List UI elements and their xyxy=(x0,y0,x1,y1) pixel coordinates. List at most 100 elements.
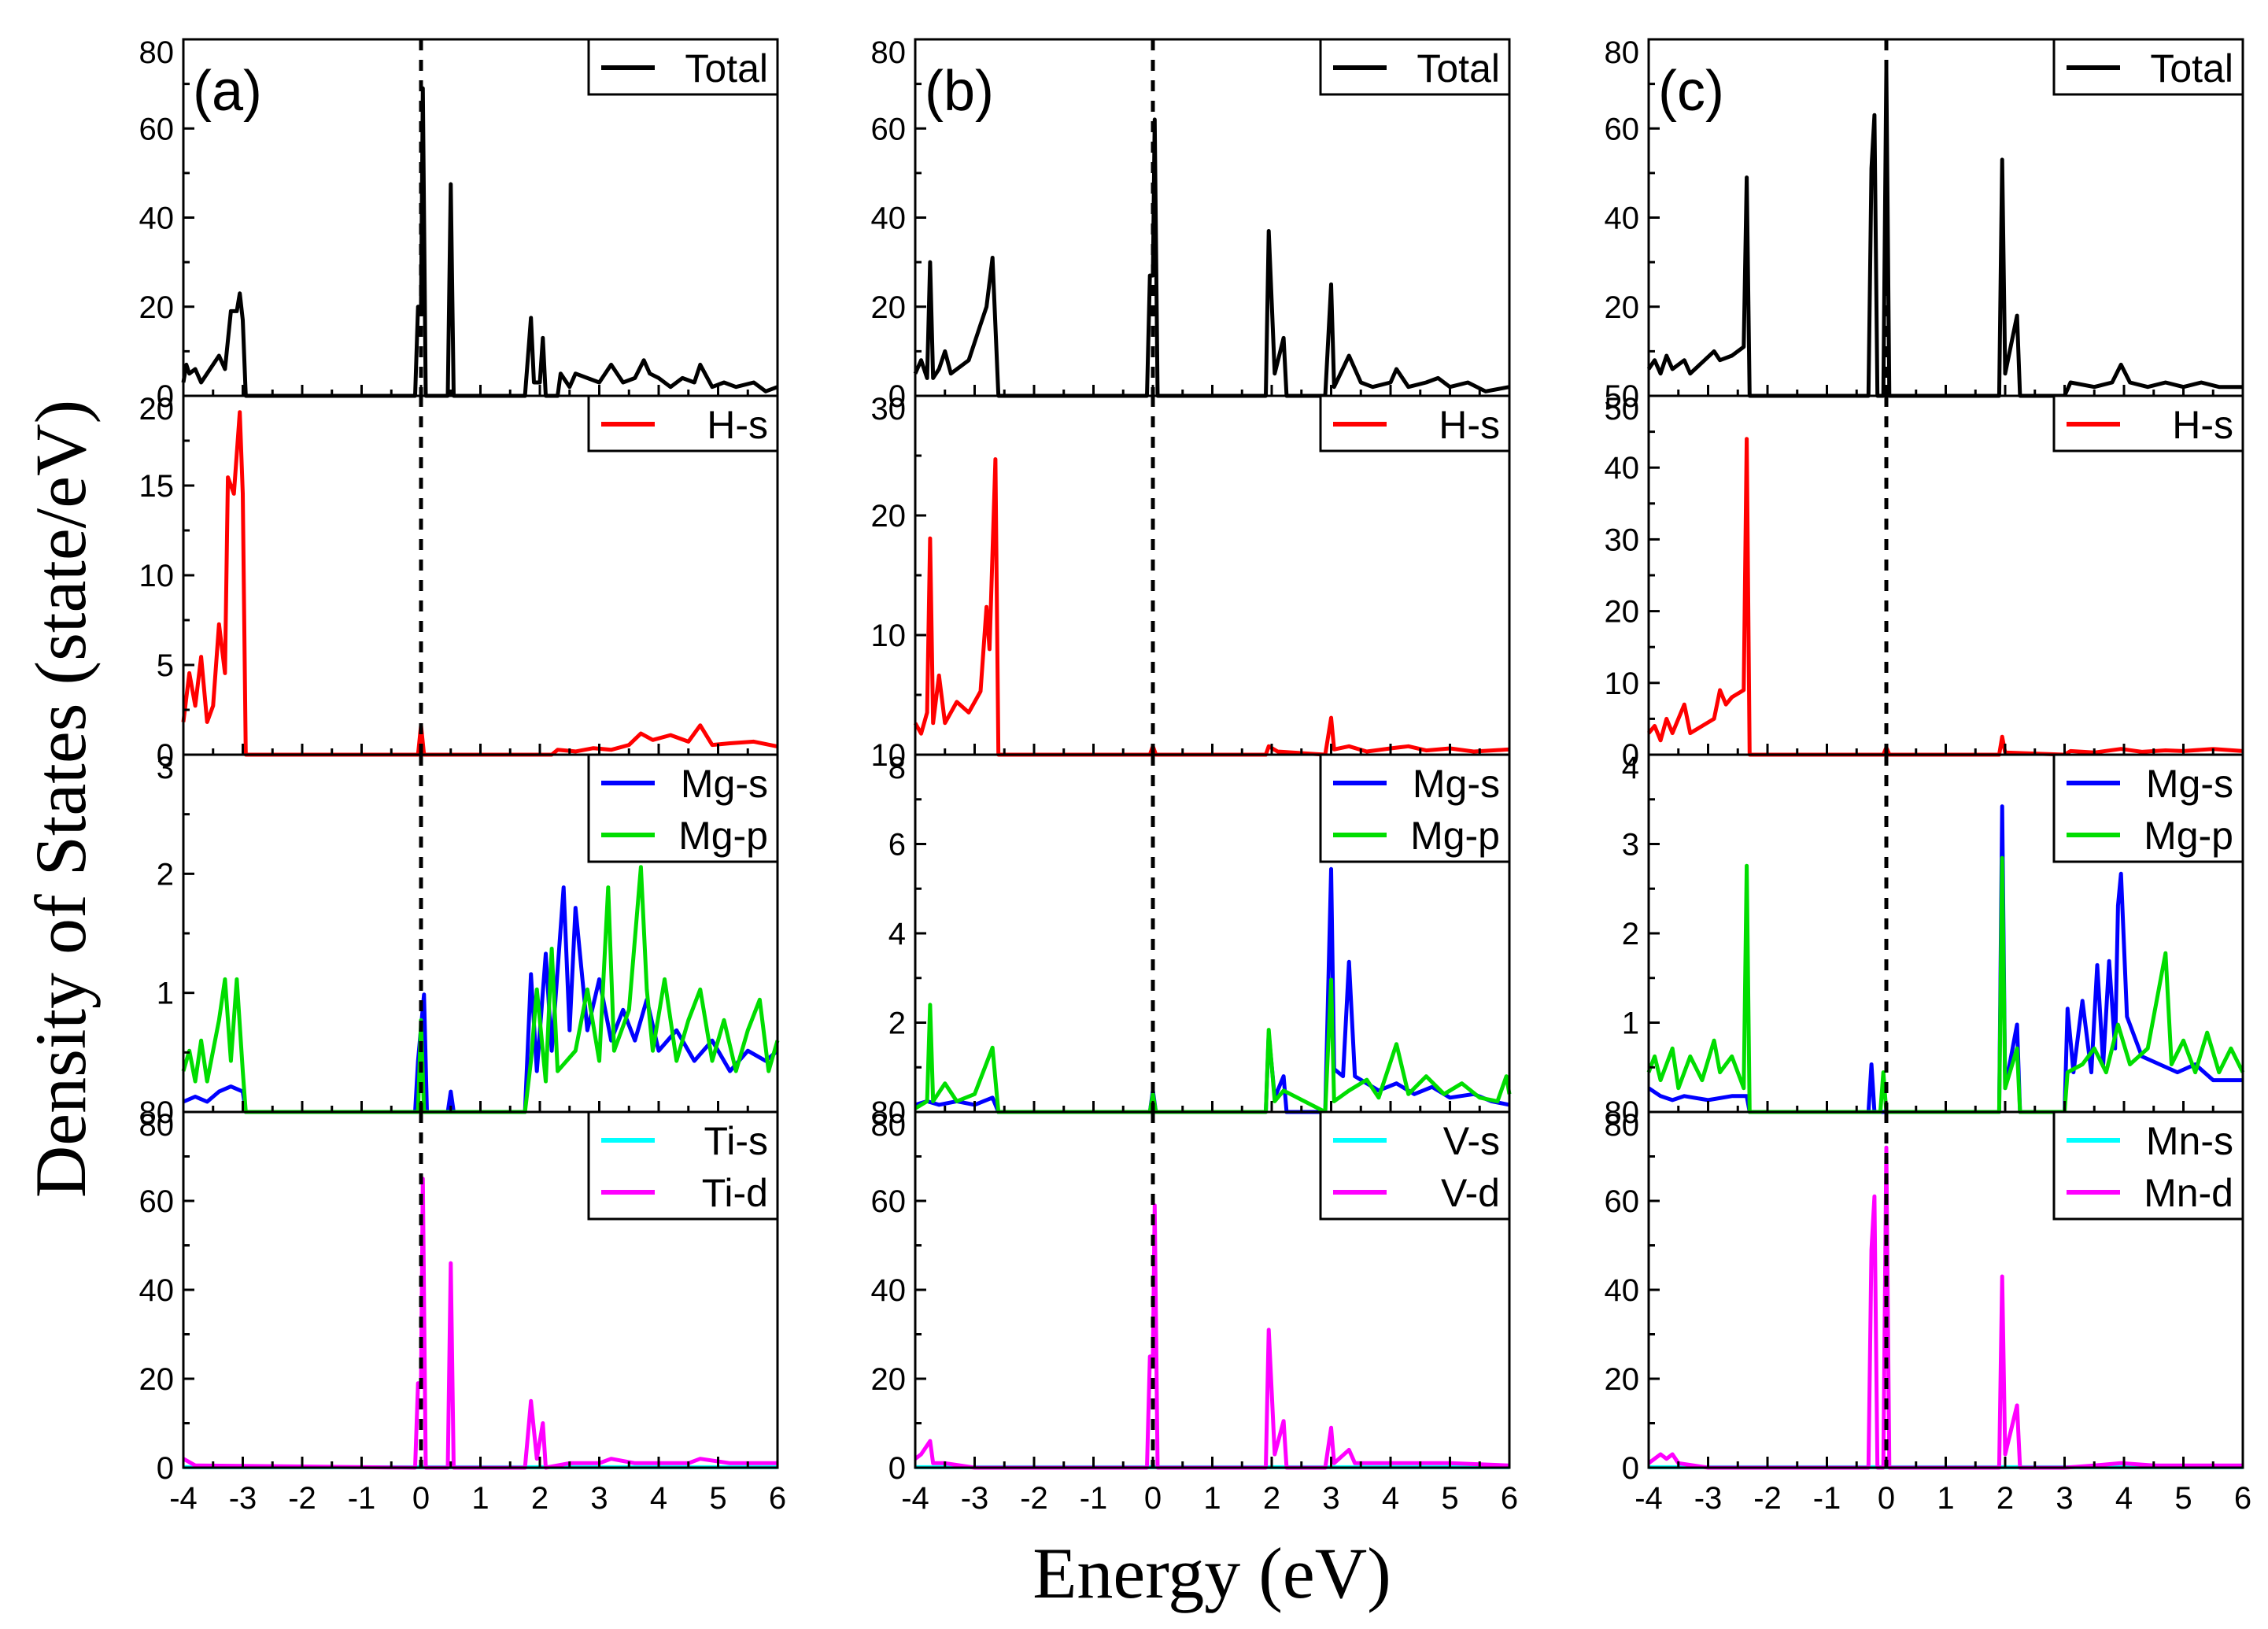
y-tick-label: 40 xyxy=(139,1273,175,1308)
y-tick-label: 40 xyxy=(871,1273,907,1308)
y-tick-label: 40 xyxy=(1605,201,1640,236)
y-tick-label: 20 xyxy=(871,290,907,325)
x-tick-label: 2 xyxy=(1997,1481,2014,1516)
panel-3-2: 0 10 20 30 40 50 H-s xyxy=(1605,392,2244,773)
panel-3-4: 0 20 40 60 80 Mn-s Mn-d xyxy=(1605,1108,2244,1486)
legend-label: Mg-p xyxy=(678,814,768,858)
legend-label: Mg-s xyxy=(681,762,768,806)
panel-2-2: 10 10 20 30 H-s xyxy=(871,392,1511,773)
x-tick-label: 6 xyxy=(769,1481,786,1516)
legend-box xyxy=(2052,753,2244,863)
y-tick-label: 1 xyxy=(157,977,174,1011)
x-tick-label: -4 xyxy=(901,1481,929,1516)
y-tick-label: 80 xyxy=(1605,1108,1640,1143)
legend-label: Mg-p xyxy=(1410,814,1500,858)
y-tick-label: 1 xyxy=(1622,1007,1639,1041)
x-tick-label: -4 xyxy=(169,1481,198,1516)
x-tick-label: 5 xyxy=(2174,1481,2192,1516)
x-tick-label: 2 xyxy=(1263,1481,1280,1516)
y-tick-label: 60 xyxy=(871,112,907,146)
y-tick-label: 50 xyxy=(1605,379,1640,414)
panel-3-3: 80 1 2 3 4 Mg-s Mg-p xyxy=(1605,751,2245,1130)
legend-label: H-s xyxy=(1439,403,1500,447)
y-axis-title: Density of States (state/eV) xyxy=(20,400,101,1198)
y-tick-label: 20 xyxy=(139,290,175,325)
y-tick-label: 0 xyxy=(157,738,174,773)
x-tick-label: 4 xyxy=(1382,1481,1399,1516)
legend-box xyxy=(2052,1110,2244,1221)
y-tick-label: 10 xyxy=(871,738,907,773)
y-tick-label: 4 xyxy=(1622,751,1639,785)
y-tick-label: 80 xyxy=(871,1108,907,1143)
legend-label: Ti-d xyxy=(702,1171,768,1215)
y-tick-label: 8 xyxy=(888,751,906,785)
y-tick-label: 20 xyxy=(139,1362,175,1397)
legend-label: Ti-s xyxy=(704,1119,768,1163)
x-tick-label: 5 xyxy=(1441,1481,1458,1516)
y-tick-label: 40 xyxy=(1605,451,1640,486)
x-tick-label: -3 xyxy=(229,1481,257,1516)
series-line-mg-p xyxy=(181,865,780,1114)
y-tick-label: 60 xyxy=(871,1184,907,1219)
y-tick-label: 10 xyxy=(871,619,907,653)
y-tick-label: 6 xyxy=(888,828,906,863)
x-tick-label: 4 xyxy=(2115,1481,2133,1516)
panel-label: (a) xyxy=(193,60,262,123)
legend-label: V-d xyxy=(1441,1171,1500,1215)
panel-2-4: 0 20 40 60 80 V-s V-d xyxy=(871,1108,1511,1486)
x-tick-label: 2 xyxy=(531,1481,549,1516)
y-tick-label: 60 xyxy=(1605,112,1640,146)
panel-2-3: 80 2 4 6 8 Mg-s Mg-p xyxy=(871,751,1512,1130)
y-tick-label: 0 xyxy=(157,1451,174,1486)
x-tick-label: 5 xyxy=(709,1481,726,1516)
panel-1-1: 0 20 40 60 80 Total (a) xyxy=(139,35,779,414)
y-tick-label: 10 xyxy=(139,559,175,593)
y-tick-label: 4 xyxy=(888,917,906,951)
panel-3-1: 50 20 40 60 80 Total (c) xyxy=(1605,35,2244,414)
legend-box xyxy=(587,1110,779,1221)
y-tick-label: 60 xyxy=(139,112,175,146)
y-tick-label: 3 xyxy=(157,751,174,785)
y-tick-label: 60 xyxy=(139,1184,175,1219)
y-tick-label: 80 xyxy=(139,1095,175,1130)
x-tick-label: -3 xyxy=(961,1481,989,1516)
y-tick-label: 20 xyxy=(871,1362,907,1397)
legend-label: V-s xyxy=(1443,1119,1500,1163)
y-tick-label: 2 xyxy=(888,1007,906,1041)
y-tick-label: 80 xyxy=(871,35,907,70)
legend-label: H-s xyxy=(2172,403,2233,447)
x-axis-title: Energy (eV) xyxy=(1032,1533,1391,1613)
y-tick-label: 3 xyxy=(1622,828,1639,863)
x-tick-label: 6 xyxy=(2234,1481,2251,1516)
y-tick-label: 2 xyxy=(1622,917,1639,951)
x-tick-label: 6 xyxy=(1501,1481,1518,1516)
y-tick-label: 80 xyxy=(139,35,175,70)
legend-label: Total xyxy=(1417,46,1500,90)
series-line-total xyxy=(181,86,778,398)
y-tick-label: 0 xyxy=(1622,738,1639,773)
panel-1-4: 0 20 40 60 80 Ti-s Ti-d xyxy=(139,1108,779,1486)
y-tick-label: 80 xyxy=(871,1095,907,1130)
x-tick-label: -1 xyxy=(348,1481,376,1516)
y-tick-label: 30 xyxy=(1605,523,1640,557)
x-tick-label: 1 xyxy=(1937,1481,1954,1516)
legend-label: Mg-s xyxy=(2146,762,2233,806)
y-tick-label: 0 xyxy=(888,1451,906,1486)
legend-label: Total xyxy=(685,46,768,90)
y-tick-label: 30 xyxy=(871,392,907,427)
y-tick-label: 5 xyxy=(157,648,174,683)
series-line-mg-p xyxy=(1646,855,2245,1114)
legend-label: H-s xyxy=(707,403,768,447)
x-tick-label: -2 xyxy=(288,1481,316,1516)
series-line-mg-s xyxy=(1647,804,2243,1114)
panel-2-1: 0 20 40 60 80 Total (b) xyxy=(871,35,1511,414)
x-tick-label: -2 xyxy=(1753,1481,1782,1516)
x-tick-label: -1 xyxy=(1080,1481,1108,1516)
y-tick-label: 20 xyxy=(1605,290,1640,325)
series-line-mg-p xyxy=(914,977,1512,1114)
legend-label: Total xyxy=(2150,46,2233,90)
x-tick-label: -4 xyxy=(1635,1481,1663,1516)
